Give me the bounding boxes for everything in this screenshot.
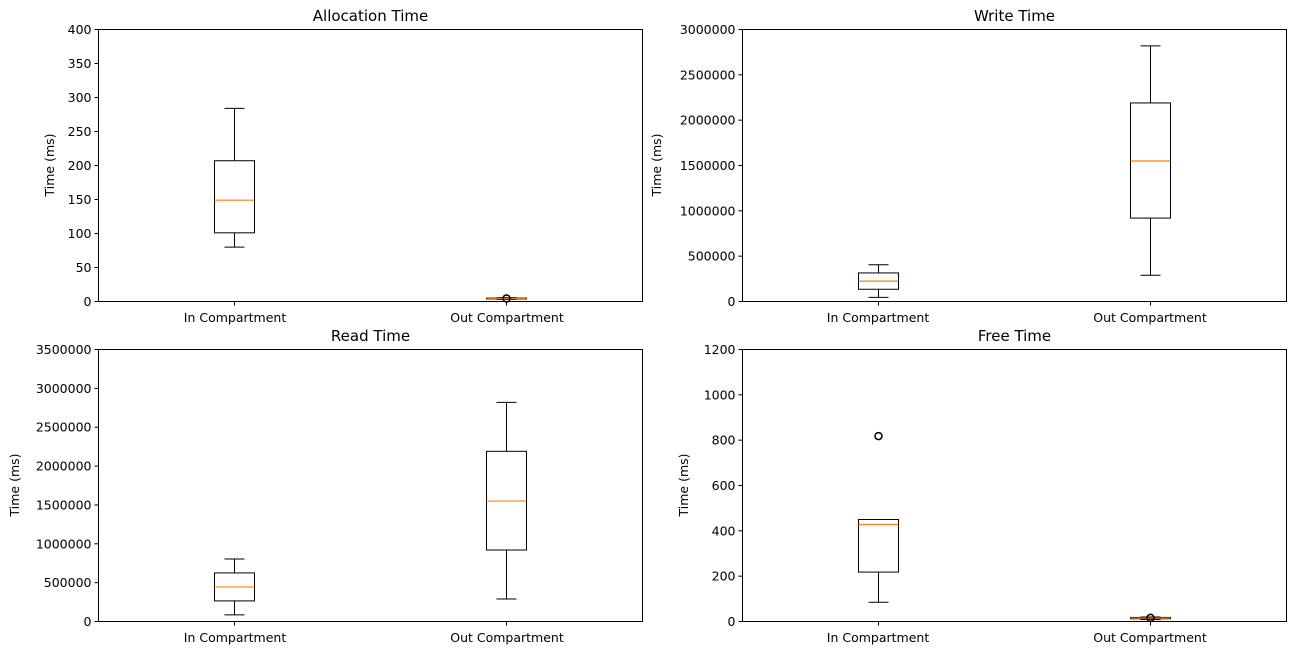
y-tick-label: 0 xyxy=(728,294,736,309)
y-axis-ticks: 0 200 400 600 800 1000 1200 xyxy=(704,342,743,629)
box-plot-in-compartment xyxy=(214,558,255,616)
box-plot-in-compartment xyxy=(214,107,255,248)
y-tick-label: 800 xyxy=(712,433,736,448)
plot-frame xyxy=(98,29,643,302)
y-axis-label: Time (ms) xyxy=(7,453,22,517)
y-axis-label: Time (ms) xyxy=(676,453,691,517)
y-tick-label: 200 xyxy=(712,569,736,584)
chart-panel-allocation-time: Allocation Time Time (ms) 0 50 100 150 200 25… xyxy=(42,7,643,325)
y-tick-label: 50 xyxy=(76,260,92,275)
x-tick-label: Out Compartment xyxy=(450,310,564,325)
y-tick-label: 500000 xyxy=(688,249,736,264)
y-axis-ticks: 0 500000 1000000 1500000 2000000 2500000 30000… xyxy=(680,22,743,309)
y-tick-label: 1000 xyxy=(704,387,736,402)
x-tick-label: Out Compartment xyxy=(450,630,564,645)
x-tick-label: In Compartment xyxy=(184,630,287,645)
y-tick-label: 3500000 xyxy=(36,342,92,357)
y-tick-label: 0 xyxy=(84,614,92,629)
x-axis-ticks: In Compartment Out Compartment xyxy=(184,301,564,325)
y-axis-ticks: 0 50 100 150 200 250 300 350 400 xyxy=(68,22,99,309)
y-tick-label: 400 xyxy=(68,22,92,37)
box-plots xyxy=(858,431,1171,623)
y-tick-label: 1000000 xyxy=(36,536,92,551)
x-axis-ticks: In Compartment Out Compartment xyxy=(827,301,1207,325)
chart-title: Allocation Time xyxy=(313,7,428,25)
box-plots xyxy=(214,401,527,616)
y-tick-label: 350 xyxy=(68,56,92,71)
y-tick-label: 250 xyxy=(68,124,92,139)
y-tick-label: 150 xyxy=(68,192,92,207)
x-tick-label: In Compartment xyxy=(827,310,930,325)
y-tick-label: 300 xyxy=(68,90,92,105)
y-tick-label: 3000000 xyxy=(36,381,92,396)
y-tick-label: 1000000 xyxy=(680,203,736,218)
y-tick-label: 2500000 xyxy=(680,67,736,82)
plot-frame xyxy=(742,349,1287,622)
box-plot-out-compartment xyxy=(1130,45,1171,276)
y-tick-label: 100 xyxy=(68,226,92,241)
y-tick-label: 500000 xyxy=(44,575,92,590)
plot-frame xyxy=(98,349,643,622)
box-iqr xyxy=(214,160,255,234)
x-tick-label: In Compartment xyxy=(827,630,930,645)
chart-title: Read Time xyxy=(331,327,410,345)
box-plot-out-compartment xyxy=(486,401,527,600)
y-tick-label: 600 xyxy=(712,478,736,493)
chart-panel-read-time: Read Time Time (ms) 0 500000 1000000 150000… xyxy=(7,327,643,645)
y-tick-label: 200 xyxy=(68,158,92,173)
y-tick-label: 400 xyxy=(712,523,736,538)
box-plot-in-compartment xyxy=(858,431,899,603)
x-axis-ticks: In Compartment Out Compartment xyxy=(184,621,564,645)
y-axis-label: Time (ms) xyxy=(42,133,57,197)
y-tick-label: 2500000 xyxy=(36,420,92,435)
y-tick-label: 0 xyxy=(84,294,92,309)
box-plots xyxy=(858,45,1171,298)
plot-frame xyxy=(742,29,1287,302)
box-iqr xyxy=(858,519,899,573)
chart-panel-write-time: Write Time Time (ms) 0 500000 1000000 15000… xyxy=(649,7,1287,325)
box-plot-out-compartment xyxy=(1130,613,1171,623)
y-tick-label: 2000000 xyxy=(680,113,736,128)
y-axis-label: Time (ms) xyxy=(649,133,664,197)
x-tick-label: In Compartment xyxy=(184,310,287,325)
y-tick-label: 1200 xyxy=(704,342,736,357)
chart-panel-free-time: Free Time Time (ms) 0 200 400 600 800 1000 120… xyxy=(676,327,1287,645)
y-tick-label: 3000000 xyxy=(680,22,736,37)
box-plots xyxy=(214,107,527,303)
x-tick-label: Out Compartment xyxy=(1093,630,1207,645)
x-tick-label: Out Compartment xyxy=(1093,310,1207,325)
y-tick-label: 2000000 xyxy=(36,459,92,474)
y-tick-label: 1500000 xyxy=(680,158,736,173)
y-tick-label: 0 xyxy=(728,614,736,629)
y-tick-label: 1500000 xyxy=(36,497,92,512)
y-axis-ticks: 0 500000 1000000 1500000 2000000 2500000 30000… xyxy=(36,342,99,629)
outlier-point xyxy=(874,431,883,441)
box-plot-in-compartment xyxy=(858,264,899,298)
chart-title: Free Time xyxy=(978,327,1051,345)
x-axis-ticks: In Compartment Out Compartment xyxy=(827,621,1207,645)
chart-title: Write Time xyxy=(974,7,1055,25)
